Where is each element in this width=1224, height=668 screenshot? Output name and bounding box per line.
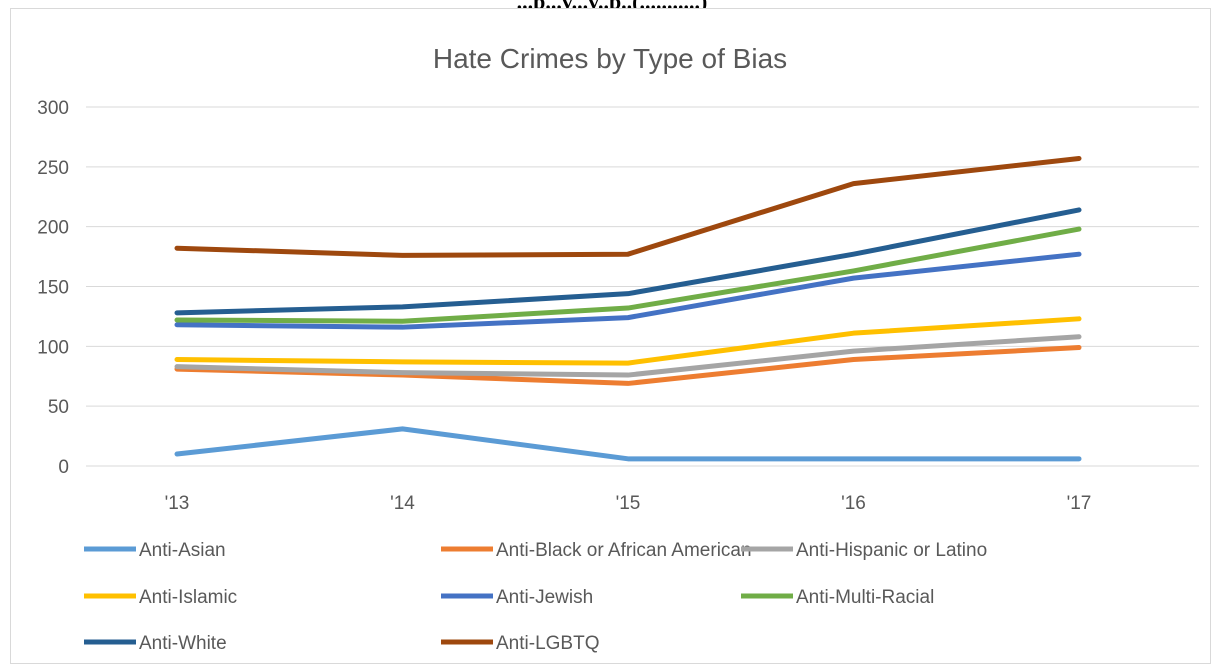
legend-label: Anti-Multi-Racial (796, 587, 934, 608)
x-tick-label: '16 (841, 493, 866, 514)
series-line-anti-white (174, 207, 1082, 316)
line-chart: Hate Crimes by Type of Bias 0 50 100 150 200… (37, 43, 1199, 654)
x-tick-label: '14 (390, 493, 415, 514)
legend-label: Anti-LGBTQ (496, 633, 599, 654)
legend-item-anti-jewish: Anti-Jewish (441, 587, 593, 608)
legend-label: Anti-Hispanic or Latino (796, 540, 987, 561)
legend-label: Anti-Black or African American (496, 540, 752, 561)
legend: Anti-Asian Anti-Black or African American… (84, 540, 987, 654)
y-tick-label: 150 (37, 278, 69, 299)
legend-label: Anti-Asian (139, 540, 226, 561)
x-axis-tick-labels: '13 '14 '15 '16 '17 (165, 493, 1092, 514)
legend-label: Anti-Jewish (496, 587, 593, 608)
y-tick-label: 0 (58, 457, 69, 478)
chart-title: Hate Crimes by Type of Bias (433, 43, 787, 74)
y-tick-label: 250 (37, 158, 69, 179)
legend-label: Anti-White (139, 633, 227, 654)
legend-item-anti-lgbtq: Anti-LGBTQ (441, 633, 599, 654)
series-line-anti-hispanic-or-latino (174, 334, 1082, 378)
series-line-anti-islamic (174, 316, 1082, 366)
legend-item-anti-black-or-african-american: Anti-Black or African American (441, 540, 752, 561)
series-line-anti-multi-racial (174, 226, 1082, 324)
legend-label: Anti-Islamic (139, 587, 237, 608)
legend-item-anti-asian: Anti-Asian (84, 540, 226, 561)
series-line-anti-lgbtq (174, 155, 1082, 258)
legend-item-anti-hispanic-or-latino: Anti-Hispanic or Latino (741, 540, 987, 561)
legend-item-anti-islamic: Anti-Islamic (84, 587, 237, 608)
gridlines (86, 106, 1199, 467)
series-line-anti-asian (174, 426, 1082, 462)
x-tick-label: '17 (1067, 493, 1092, 514)
y-tick-label: 200 (37, 218, 69, 239)
y-axis-tick-labels: 0 50 100 150 200 250 300 (37, 98, 69, 478)
chart-area: Hate Crimes by Type of Bias 0 50 100 150 200… (10, 8, 1211, 664)
x-tick-label: '13 (165, 493, 190, 514)
y-tick-label: 50 (48, 397, 69, 418)
legend-item-anti-multi-racial: Anti-Multi-Racial (741, 587, 934, 608)
y-tick-label: 300 (37, 98, 69, 119)
x-tick-label: '15 (616, 493, 641, 514)
legend-item-anti-white: Anti-White (84, 633, 227, 654)
series-lines (174, 155, 1082, 462)
series-line-anti-jewish (174, 251, 1082, 330)
y-tick-label: 100 (37, 337, 69, 358)
